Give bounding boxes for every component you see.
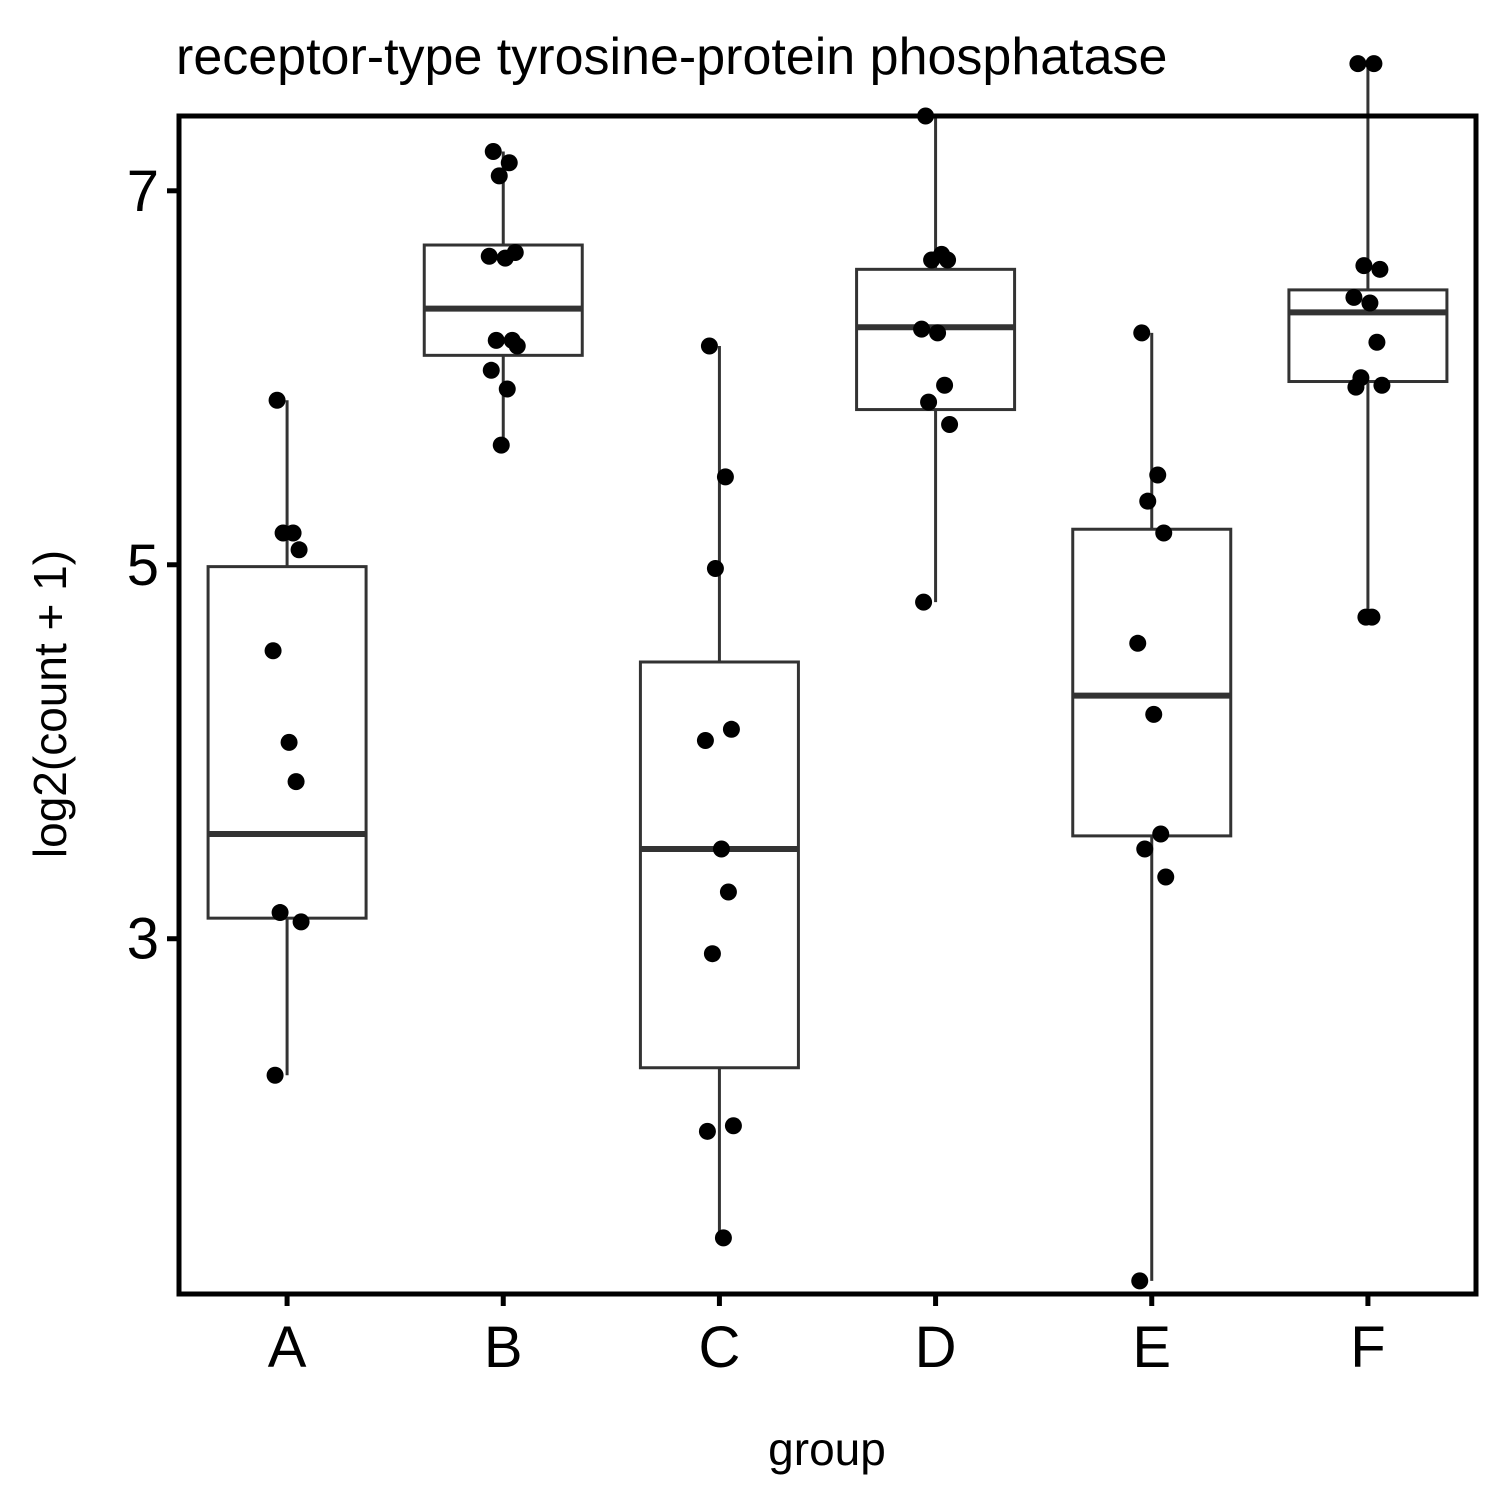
data-point-F-9 [1373,376,1391,394]
data-point-A-10 [266,1066,284,1084]
data-point-E-9 [1157,868,1175,886]
data-point-A-6 [280,733,298,751]
box-group-F [1287,63,1449,619]
x-tick-label-F: F [1350,1315,1385,1380]
y-axis-title: log2(count + 1) [24,550,76,858]
data-point-B-10 [482,361,500,379]
box-E [1071,527,1233,838]
data-point-F-2 [1365,55,1383,73]
data-point-F-3 [1355,257,1373,275]
y-tick-label-5: 5 [127,533,159,598]
plot-area [176,55,1479,1297]
data-point-A-1 [268,391,286,409]
y-axis: 3 5 7 [127,159,179,972]
data-point-E-4 [1155,524,1173,542]
data-point-A-7 [287,773,305,791]
data-point-E-6 [1145,705,1163,723]
data-point-B-12 [492,436,510,454]
data-point-F-10 [1347,378,1365,396]
data-point-E-10 [1131,1272,1149,1290]
data-point-C-1 [700,337,718,355]
data-point-C-2 [716,468,734,486]
box-group-D [855,116,1017,603]
data-point-F-6 [1361,294,1379,312]
chart-title: receptor-type tyrosine-protein phosphata… [176,28,1167,86]
data-point-C-3 [706,560,724,578]
data-point-A-9 [292,913,310,931]
points-A [264,391,310,1084]
data-point-B-1 [484,143,502,161]
data-point-B-2 [500,154,518,172]
data-point-F-1 [1349,55,1367,73]
data-point-C-4 [722,720,740,738]
x-tick-label-E: E [1132,1315,1171,1380]
data-point-F-5 [1345,288,1363,306]
points-C [696,337,742,1247]
data-point-B-5 [480,247,498,265]
data-point-A-8 [271,904,289,922]
box-group-B [422,151,584,446]
data-point-E-3 [1139,492,1157,510]
points-E [1129,324,1175,1290]
data-point-D-4 [939,251,957,269]
x-tick-label-B: B [484,1315,523,1380]
data-point-B-6 [496,249,514,267]
data-point-D-3 [923,251,941,269]
x-axis-title: group [768,1423,886,1475]
data-point-D-8 [920,393,938,411]
data-point-E-8 [1136,840,1154,858]
data-point-A-3 [274,524,292,542]
x-tick-label-C: C [698,1315,740,1380]
data-point-E-2 [1149,466,1167,484]
data-point-C-5 [696,732,714,750]
points-D [913,107,959,611]
box-group-C [638,345,800,1238]
data-point-B-9 [508,337,526,355]
data-point-C-11 [714,1229,732,1247]
box-C [638,660,800,1070]
data-point-C-7 [719,883,737,901]
data-point-E-7 [1152,825,1170,843]
points-F [1345,55,1391,626]
data-point-D-6 [929,324,947,342]
data-point-B-8 [487,331,505,349]
points-B [480,143,526,454]
data-point-E-5 [1129,634,1147,652]
data-point-D-7 [936,376,954,394]
data-point-D-9 [941,416,959,434]
data-point-F-4 [1371,260,1389,278]
data-point-C-9 [724,1117,742,1135]
data-point-F-7 [1368,333,1386,351]
data-point-E-1 [1133,324,1151,342]
data-point-A-4 [290,541,308,559]
data-point-B-3 [490,167,508,185]
y-tick-label-3: 3 [127,907,159,972]
data-point-D-10 [915,593,933,611]
data-point-D-5 [913,320,931,338]
x-axis: A B C D E F [268,1294,1386,1380]
x-tick-label-D: D [915,1315,957,1380]
x-tick-label-A: A [268,1315,307,1380]
data-point-C-6 [712,840,730,858]
data-point-B-11 [498,380,516,398]
panel-border [176,113,1479,1297]
data-point-F-12 [1357,608,1375,626]
data-point-C-8 [703,945,721,963]
y-tick-label-7: 7 [127,159,159,224]
data-point-A-5 [264,642,282,660]
data-point-C-10 [698,1122,716,1140]
